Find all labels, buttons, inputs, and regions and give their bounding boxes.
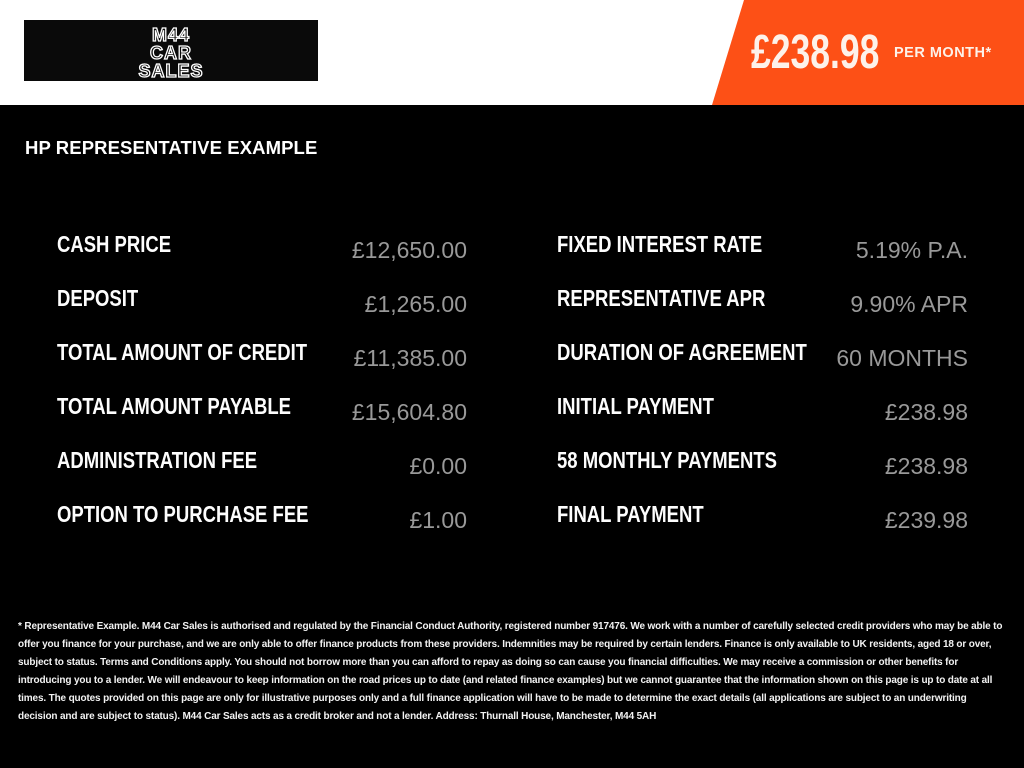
svg-text:M44: M44	[152, 25, 190, 45]
svg-text:SALES: SALES	[138, 61, 203, 81]
svg-text:CAR: CAR	[150, 43, 192, 63]
